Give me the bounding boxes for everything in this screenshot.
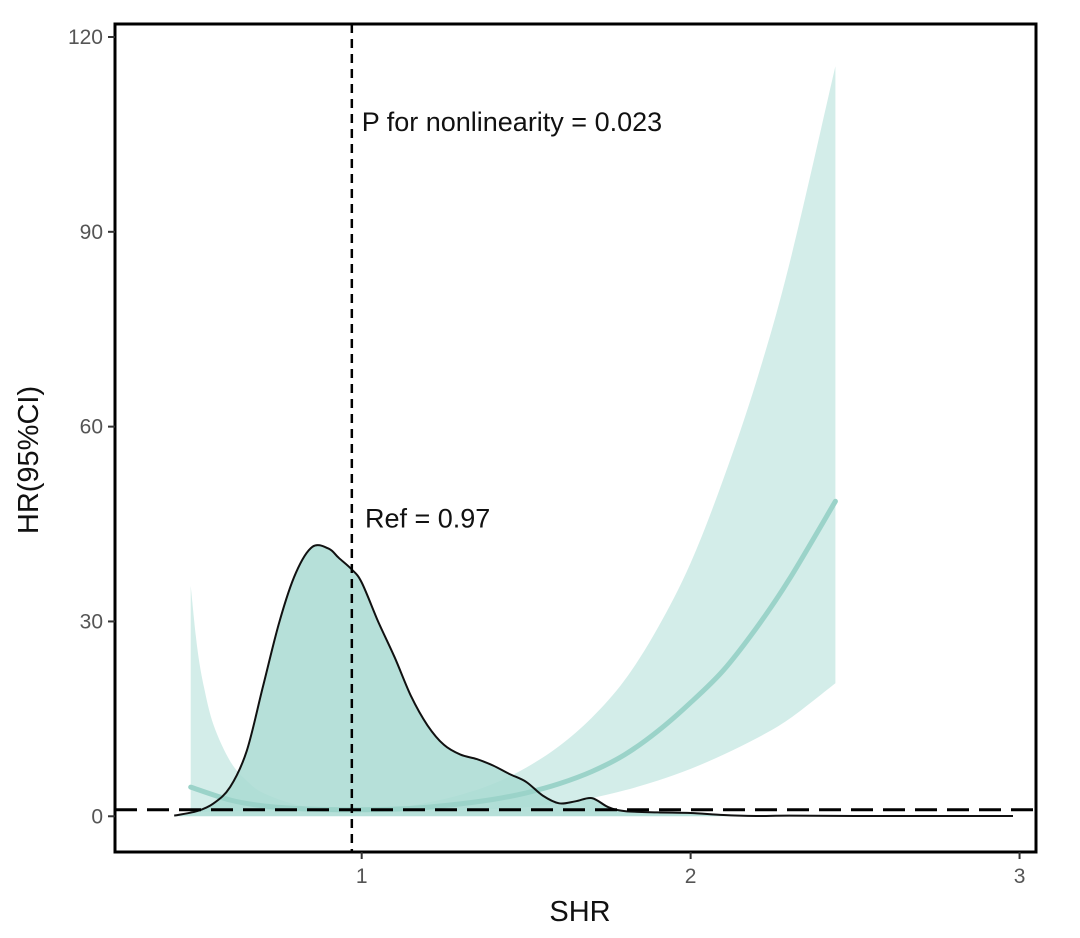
y-tick-label: 30 (80, 610, 103, 633)
x-axis-title: SHR (549, 896, 610, 928)
y-tick-label: 0 (91, 805, 103, 828)
hr-line (188, 498, 838, 813)
y-axis-title: HR(95%CI) (13, 386, 45, 534)
density-area (174, 545, 1013, 817)
x-tick-label: 2 (685, 865, 697, 888)
density-outline (174, 544, 1013, 818)
annotation-ref: Ref = 0.97 (365, 503, 490, 533)
x-tick-label: 3 (1014, 865, 1026, 888)
y-tick-label: 90 (80, 221, 103, 244)
plot-frame (113, 22, 1038, 854)
y-tick-label: 60 (80, 416, 103, 439)
y-tick-label: 120 (68, 26, 103, 49)
x-tick-label: 1 (356, 865, 368, 888)
ci-band (190, 66, 836, 813)
annotation-p-nonlinearity: P for nonlinearity = 0.023 (362, 107, 662, 137)
y-axis: 0 30 60 90 120 (68, 26, 115, 828)
x-axis: 1 2 3 (356, 852, 1026, 888)
